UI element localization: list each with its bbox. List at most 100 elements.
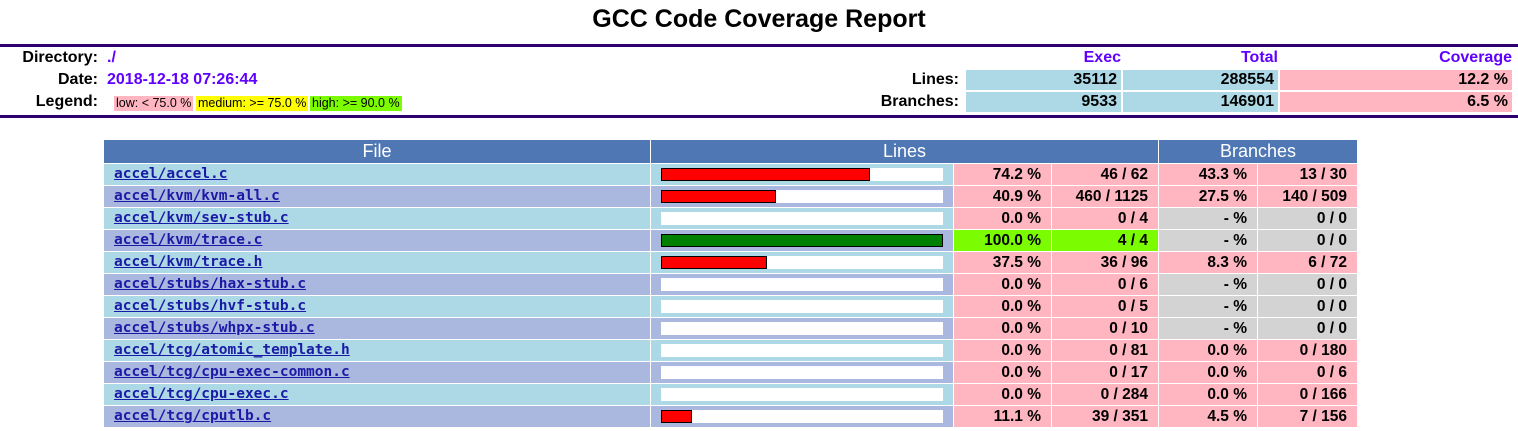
branch-fraction: 13 / 30 [1258,164,1357,185]
line-fraction: 0 / 6 [1052,274,1158,295]
coverage-bar [661,212,943,225]
summary-lines-total: 288554 [1123,70,1278,90]
branch-percent: 0.0 % [1159,362,1257,383]
coverage-bar [661,410,943,423]
line-percent: 0.0 % [954,384,1051,405]
line-percent: 0.0 % [954,318,1051,339]
file-link[interactable]: accel/stubs/whpx-stub.c [104,318,650,339]
legend-medium: medium: >= 75.0 % [196,96,309,111]
summary-exec-header: Exec [1083,49,1121,66]
file-link[interactable]: accel/stubs/hax-stub.c [104,274,650,295]
file-link[interactable]: accel/kvm/trace.c [104,230,650,251]
line-fraction: 0 / 5 [1052,296,1158,317]
table-row: accel/stubs/hax-stub.c 0.0 % 0 / 6- % 0 / 0 [104,274,1357,295]
date-label: Date: [57,71,98,88]
line-fraction: 0 / 10 [1052,318,1158,339]
coverage-bar-cell [651,164,953,185]
line-fraction: 4 / 4 [1052,230,1158,251]
line-percent: 11.1 % [954,406,1051,427]
branch-percent: 0.0 % [1159,340,1257,361]
branch-fraction: 0 / 166 [1258,384,1357,405]
branch-fraction: 0 / 0 [1258,318,1357,339]
branch-fraction: 140 / 509 [1258,186,1357,207]
file-link[interactable]: accel/accel.c [104,164,650,185]
summary-lines-exec: 35112 [966,70,1121,90]
branch-fraction: 6 / 72 [1258,252,1357,273]
summary-total-header: Total [1240,49,1278,66]
coverage-bar-cell [651,186,953,207]
table-row: accel/tcg/atomic_template.h 0.0 % 0 / 81 0.… [104,340,1357,361]
file-link[interactable]: accel/kvm/trace.h [104,252,650,273]
file-link[interactable]: accel/kvm/kvm-all.c [104,186,650,207]
line-fraction: 39 / 351 [1052,406,1158,427]
table-row: accel/accel.c 74.2 % 46 / 62 43.3 % 13 / 30 [104,164,1357,185]
branch-fraction: 0 / 180 [1258,340,1357,361]
line-fraction: 46 / 62 [1052,164,1158,185]
file-link[interactable]: accel/kvm/sev-stub.c [104,208,650,229]
table-row: accel/kvm/trace.h 37.5 % 36 / 96 8.3 % 6 / 7… [104,252,1357,273]
coverage-bar [661,278,943,291]
line-fraction: 0 / 81 [1052,340,1158,361]
directory-value: ./ [107,49,116,66]
file-link[interactable]: accel/tcg/atomic_template.h [104,340,650,361]
branch-fraction: 0 / 0 [1258,208,1357,229]
line-percent: 0.0 % [954,340,1051,361]
file-link[interactable]: accel/tcg/cputlb.c [104,406,650,427]
branch-fraction: 0 / 0 [1258,230,1357,251]
branch-fraction: 0 / 6 [1258,362,1357,383]
file-link[interactable]: accel/stubs/hvf-stub.c [104,296,650,317]
line-percent: 0.0 % [954,296,1051,317]
line-fraction: 0 / 284 [1052,384,1158,405]
page-title: GCC Code Coverage Report [592,5,926,33]
coverage-bar [661,234,943,247]
coverage-bar-cell [651,384,953,405]
coverage-bar-fill [661,168,870,181]
file-link[interactable]: accel/tcg/cpu-exec-common.c [104,362,650,383]
coverage-bar-fill [661,190,776,203]
file-link[interactable]: accel/tcg/cpu-exec.c [104,384,650,405]
line-percent: 74.2 % [954,164,1051,185]
coverage-bar [661,366,943,379]
coverage-bar-cell [651,296,953,317]
table-row: accel/kvm/kvm-all.c 40.9 % 460 / 1125 27.5 … [104,186,1357,207]
coverage-bar-cell [651,406,953,427]
summary-coverage-header: Coverage [1439,49,1512,66]
coverage-bar [661,300,943,313]
table-row: accel/stubs/whpx-stub.c 0.0 % 0 / 10- % 0 /… [104,318,1357,339]
coverage-bar [661,190,943,203]
coverage-bar [661,256,943,269]
coverage-bar-cell [651,362,953,383]
branch-percent: 4.5 % [1159,406,1257,427]
summary-branches-coverage: 6.5 % [1280,92,1512,112]
branch-percent: - % [1159,318,1257,339]
legend-low: low: < 75.0 % [114,96,194,111]
coverage-bar [661,322,943,335]
summary-lines-label: Lines: [911,71,959,88]
branch-percent: - % [1159,208,1257,229]
branch-percent: - % [1159,230,1257,251]
coverage-bar-cell [651,208,953,229]
summary-branches-exec: 9533 [966,92,1121,112]
summary-branches-label: Branches: [880,93,959,110]
coverage-bar [661,168,943,181]
lines-column-header: Lines [651,140,1158,163]
table-row: accel/tcg/cpu-exec-common.c 0.0 % 0 / 17 0.… [104,362,1357,383]
date-value: 2018-12-18 07:26:44 [107,71,258,88]
header-top-rule [0,44,1518,47]
summary-lines-coverage: 12.2 % [1280,70,1512,90]
branch-fraction: 0 / 0 [1258,296,1357,317]
coverage-bar-fill [661,410,692,423]
coverage-bar [661,388,943,401]
branch-percent: 27.5 % [1159,186,1257,207]
table-row: accel/tcg/cputlb.c 11.1 % 39 / 351 4.5 % 7 /… [104,406,1357,427]
line-percent: 0.0 % [954,274,1051,295]
branches-column-header: Branches [1159,140,1357,163]
file-column-header: File [104,140,650,163]
line-fraction: 0 / 17 [1052,362,1158,383]
summary-branches-total: 146901 [1123,92,1278,112]
line-fraction: 0 / 4 [1052,208,1158,229]
line-percent: 0.0 % [954,208,1051,229]
branch-fraction: 0 / 0 [1258,274,1357,295]
branch-percent: 0.0 % [1159,384,1257,405]
legend-high: high: >= 90.0 % [310,96,402,111]
